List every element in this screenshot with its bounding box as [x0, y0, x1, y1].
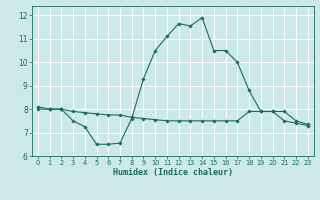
- X-axis label: Humidex (Indice chaleur): Humidex (Indice chaleur): [113, 168, 233, 177]
